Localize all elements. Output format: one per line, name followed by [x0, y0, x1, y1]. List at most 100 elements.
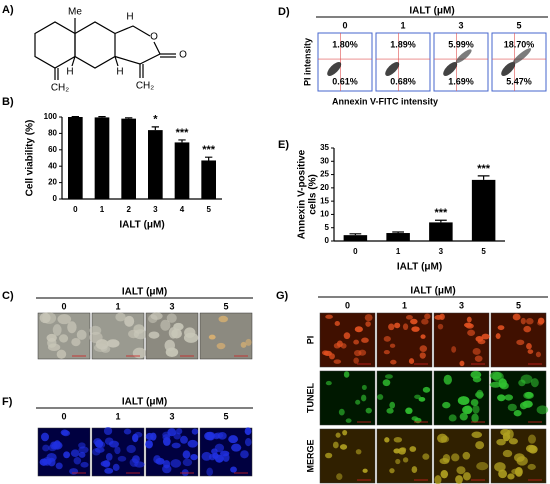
flow-plot — [433, 32, 489, 92]
condition-title: IALT (μM) — [122, 287, 167, 298]
bar — [471, 179, 496, 241]
cell — [67, 321, 77, 334]
atom-label: Me — [68, 7, 82, 18]
cell — [439, 457, 450, 465]
cell — [511, 468, 523, 475]
concentration-label: 0 — [342, 20, 347, 30]
cell — [419, 345, 428, 353]
cell — [455, 475, 463, 484]
cell — [355, 399, 361, 405]
cell — [383, 349, 390, 355]
cell — [477, 339, 486, 345]
concentration-label: 1 — [402, 300, 407, 310]
y-tick-label: 35 — [320, 143, 329, 152]
cell — [148, 331, 160, 339]
cell — [422, 453, 430, 460]
atom-label: H — [126, 12, 133, 23]
cell — [410, 318, 418, 325]
cell — [471, 431, 483, 438]
cell — [451, 346, 457, 353]
cell — [520, 317, 526, 325]
cell — [422, 386, 431, 393]
cell — [520, 374, 533, 384]
cell — [325, 380, 332, 386]
cell — [525, 444, 537, 453]
cell-population — [385, 61, 400, 76]
cell — [386, 408, 394, 414]
cell — [440, 470, 449, 479]
cell — [108, 440, 119, 448]
atom-label: H — [66, 67, 73, 78]
atom-label: O — [179, 50, 187, 61]
cell — [51, 441, 63, 450]
cell — [171, 442, 181, 449]
cell — [399, 447, 407, 452]
error-bar — [392, 231, 405, 234]
bar — [429, 222, 453, 241]
cell — [489, 381, 502, 388]
cell — [208, 334, 216, 340]
cell — [42, 444, 50, 452]
cell — [336, 473, 343, 481]
cell — [42, 456, 52, 466]
y-tick-label: 100 — [44, 112, 58, 121]
cell — [228, 435, 239, 444]
atom-label: CH₂ — [136, 81, 154, 92]
bar — [201, 160, 216, 199]
x-axis-label: IALT (μM) — [119, 220, 164, 231]
cell — [471, 413, 479, 423]
error-bar — [477, 175, 490, 180]
cell — [508, 438, 518, 445]
cell — [205, 432, 216, 441]
cell — [244, 438, 252, 447]
cell — [411, 466, 418, 474]
cell — [361, 337, 369, 343]
cell — [126, 444, 136, 454]
cell — [187, 439, 198, 448]
cell — [168, 327, 178, 339]
bar — [386, 233, 410, 241]
cell — [206, 467, 214, 477]
cell — [46, 333, 57, 342]
cell — [332, 441, 339, 449]
cell — [160, 319, 171, 331]
cell — [355, 449, 362, 455]
significance: *** — [477, 163, 491, 175]
quadrant-percent: 0.68% — [390, 76, 416, 86]
cell — [115, 312, 126, 322]
cell — [434, 475, 442, 484]
x-tick-label: 3 — [153, 205, 158, 214]
cell — [394, 322, 401, 329]
concentration-label: 5 — [223, 411, 228, 421]
cell — [405, 315, 413, 320]
cell — [134, 461, 145, 468]
cell — [80, 461, 89, 468]
y-axis-label: cells (%) — [308, 174, 319, 215]
cell — [462, 405, 473, 415]
cell — [92, 448, 101, 456]
cell — [63, 451, 71, 459]
cell — [365, 321, 371, 327]
flow-plot — [491, 32, 547, 92]
cell — [474, 355, 483, 362]
cell — [338, 408, 345, 416]
flow-y-label: PI intensity — [302, 38, 312, 86]
cell — [361, 384, 367, 390]
cell — [437, 323, 444, 330]
cell — [132, 455, 140, 464]
quadrant-percent: 1.69% — [448, 76, 474, 86]
cell — [506, 429, 514, 440]
flow-plot — [375, 32, 431, 92]
cell — [117, 455, 127, 462]
flow-x-label: Annexin V-FITC intensity — [332, 96, 438, 106]
condition-title: IALT (μM) — [122, 397, 167, 408]
cell — [408, 358, 415, 365]
cell — [39, 312, 51, 324]
panel-label: F) — [2, 396, 13, 408]
cell — [457, 396, 470, 406]
cell — [535, 351, 541, 358]
cell — [474, 391, 484, 398]
concentration-label: 1 — [115, 301, 120, 311]
panel-label: G) — [276, 290, 289, 302]
cell — [78, 442, 86, 449]
